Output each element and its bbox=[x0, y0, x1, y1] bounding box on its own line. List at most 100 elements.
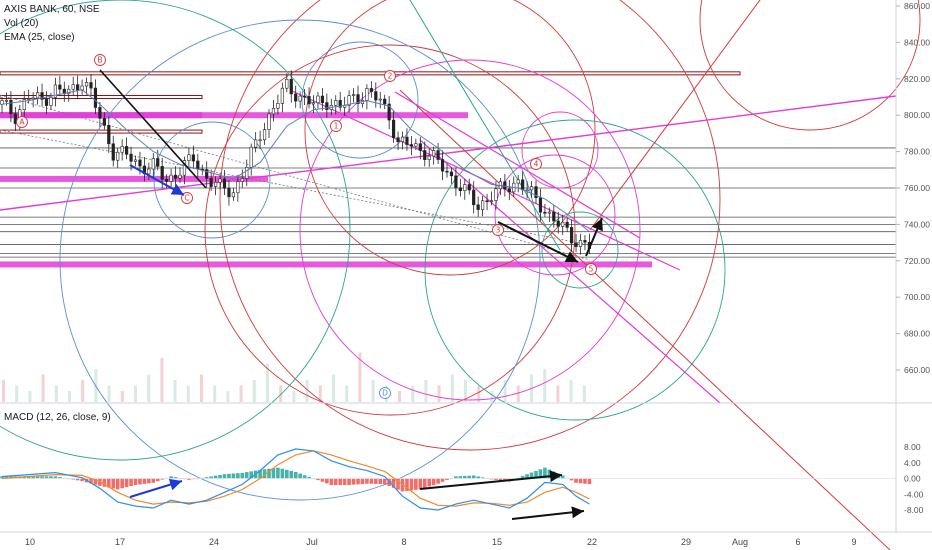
candle-body bbox=[9, 99, 13, 115]
macd-hist-bar bbox=[342, 478, 347, 485]
macd-hist-bar bbox=[102, 478, 107, 487]
price-tick-label: 680.00 bbox=[904, 329, 930, 339]
candle-body bbox=[463, 184, 467, 192]
fib-circle-red bbox=[219, 0, 721, 451]
macd-lines bbox=[1, 448, 590, 511]
candle-body bbox=[356, 94, 360, 104]
volume-bar bbox=[2, 380, 5, 402]
macd-hist-bar bbox=[133, 478, 138, 485]
candle-body bbox=[187, 154, 191, 161]
ema-legend[interactable]: EMA (25, close) bbox=[4, 32, 75, 43]
macd-hist-bar bbox=[155, 478, 160, 482]
volume-legend[interactable]: Vol (20) bbox=[4, 18, 39, 29]
macd-hist-bar bbox=[244, 472, 249, 479]
price-axis[interactable]: 660.00 680.00 700.00 720.00 740.00 760.00 780.… bbox=[895, 0, 930, 532]
price-tick-label: 800.00 bbox=[904, 110, 930, 120]
time-tick-label: 15 bbox=[492, 537, 502, 547]
candle-body bbox=[436, 150, 440, 160]
volume-bar bbox=[464, 380, 467, 402]
macd-hist-bar bbox=[293, 472, 298, 479]
macd-tick-label: 0.00 bbox=[904, 474, 921, 484]
macd-hist-bar bbox=[329, 478, 334, 485]
candle-body bbox=[409, 144, 414, 147]
macd-hist-bar bbox=[520, 476, 525, 479]
macd-arrow bbox=[129, 478, 183, 498]
time-axis[interactable]: 10 17 24 Jul 8 15 22 29 Aug 6 9 bbox=[0, 531, 932, 547]
candle-body bbox=[84, 82, 89, 87]
macd-hist-bar bbox=[227, 473, 231, 479]
black-trendline bbox=[99, 69, 207, 189]
wave-label-text: 3 bbox=[496, 226, 501, 235]
macd-hist-bar bbox=[213, 475, 218, 479]
arrow-annotations[interactable] bbox=[99, 69, 603, 263]
macd-legend[interactable]: MACD (12, 26, close, 9) bbox=[4, 412, 111, 423]
candle-body bbox=[262, 129, 267, 141]
magenta-zone bbox=[0, 112, 468, 119]
candle-body bbox=[307, 96, 311, 105]
volume-bar bbox=[411, 385, 415, 402]
candle-body bbox=[289, 78, 293, 95]
macd-hist-bar bbox=[547, 469, 552, 479]
candle-body bbox=[35, 92, 40, 99]
macd-hist-bar bbox=[0, 476, 4, 479]
price-tick-label: 760.00 bbox=[904, 183, 930, 193]
volume-bar bbox=[424, 380, 428, 402]
macd-hist-bar bbox=[569, 478, 574, 481]
macd-hist-bar bbox=[160, 478, 164, 480]
macd-hist-bar bbox=[422, 478, 427, 488]
candle-body bbox=[347, 95, 351, 106]
candle-body bbox=[156, 158, 160, 167]
fib-circle-red bbox=[699, 0, 921, 131]
macd-tick-label: -4.00 bbox=[904, 489, 924, 499]
candle-body bbox=[53, 84, 57, 98]
macd-hist-bar bbox=[120, 478, 124, 489]
candle-body bbox=[178, 174, 182, 179]
macd-hist-bar bbox=[307, 476, 311, 479]
wave-label-circle bbox=[384, 70, 396, 82]
magenta-zone bbox=[0, 175, 268, 182]
macd-hist-bar bbox=[302, 475, 307, 479]
fib-circle-magenta bbox=[494, 154, 616, 276]
volume-bar bbox=[226, 391, 230, 402]
candle-body bbox=[369, 88, 373, 92]
macd-hist-bar bbox=[93, 478, 98, 485]
volume-bar bbox=[266, 363, 269, 402]
candle-body bbox=[521, 179, 525, 191]
candle-body bbox=[165, 179, 169, 182]
candle-body bbox=[547, 211, 551, 214]
candle-body bbox=[67, 88, 71, 95]
fib-circle-red bbox=[304, 0, 596, 276]
macd-pane[interactable] bbox=[0, 448, 896, 520]
candle-body bbox=[485, 200, 489, 203]
macd-hist-bar bbox=[325, 478, 329, 484]
candle-body bbox=[44, 99, 49, 106]
candle-body bbox=[93, 87, 98, 108]
candle-body bbox=[578, 240, 583, 247]
macd-hist-bar bbox=[31, 476, 35, 479]
candle-body bbox=[111, 143, 115, 161]
candle-body bbox=[280, 87, 284, 104]
candle-body bbox=[22, 99, 26, 110]
red-zone bbox=[0, 129, 203, 134]
macd-arrow-annotations[interactable] bbox=[129, 470, 585, 520]
symbol-legend[interactable]: AXIS BANK, 60, NSE bbox=[4, 4, 100, 15]
macd-hist-bar bbox=[138, 478, 142, 485]
macd-hist-bar bbox=[498, 478, 503, 481]
macd-hist-bar bbox=[209, 476, 213, 479]
candle-body bbox=[214, 181, 218, 187]
candle-body bbox=[503, 181, 507, 190]
macd-hist-bar bbox=[471, 475, 476, 479]
macd-hist-bar bbox=[409, 478, 414, 491]
macd-axis[interactable]: 8.00 4.00 0.00 -4.00 -8.00 bbox=[904, 442, 924, 515]
wave-label-circle bbox=[379, 387, 391, 399]
macd-tick-label: -8.00 bbox=[904, 505, 924, 515]
candle-body bbox=[294, 93, 298, 102]
macd-hist-bar bbox=[173, 477, 178, 479]
macd-hist-bar bbox=[458, 476, 463, 479]
macd-hist-bar bbox=[543, 467, 547, 479]
volume-bar bbox=[68, 391, 71, 402]
wave-label-circle bbox=[16, 116, 28, 128]
